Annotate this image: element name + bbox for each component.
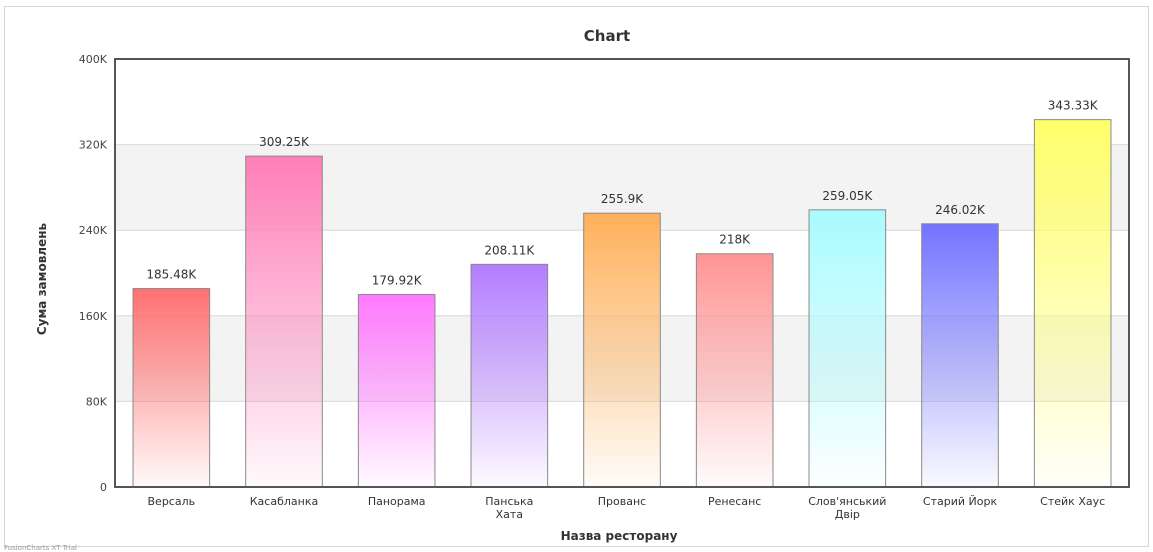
y-tick-label: 160K: [79, 310, 108, 323]
bars: [132, 119, 1112, 488]
y-axis-ticks: 0 80K 160K 240K 320K 400K: [79, 53, 108, 494]
y-axis-label: Сума замовлень: [35, 222, 49, 335]
x-tick-label: Прованс: [598, 495, 646, 508]
x-tick-label: Касабланка: [250, 495, 318, 508]
y-tick-label: 400K: [79, 53, 108, 66]
trial-watermark: FusionCharts XT Trial: [4, 544, 77, 552]
bar[interactable]: [357, 293, 436, 488]
bar[interactable]: [583, 212, 661, 488]
value-label: 343.33K: [1048, 99, 1099, 113]
value-label: 179.92K: [372, 273, 423, 287]
value-labels: 185.48K 309.25K 179.92K 208.11K 255.9K 218K 25…: [146, 99, 1098, 288]
value-label: 259.05K: [822, 189, 873, 203]
value-label: 218K: [719, 233, 751, 247]
plot-border: [114, 58, 1130, 488]
y-tick-label: 320K: [79, 139, 108, 152]
bar[interactable]: [1033, 119, 1112, 488]
bar[interactable]: [695, 253, 774, 488]
y-tick-label: 80K: [86, 395, 108, 408]
value-label: 309.25K: [259, 135, 310, 149]
value-label: 208.11K: [484, 243, 535, 257]
chart-container: 0 80K 160K 240K 320K 400K Версаль Касабланка Па…: [4, 6, 1149, 547]
bar[interactable]: [921, 223, 999, 488]
value-label: 246.02K: [935, 203, 986, 217]
chart-title: Chart: [584, 27, 630, 45]
x-tick-label: Панська Хата: [485, 495, 533, 521]
value-label: 185.48K: [146, 268, 197, 282]
y-tick-label: 0: [100, 481, 107, 494]
x-tick-label: Стейк Хаус: [1040, 495, 1105, 508]
bar[interactable]: [245, 155, 323, 488]
y-tick-label: 240K: [79, 224, 108, 237]
bar-chart: 0 80K 160K 240K 320K 400K Версаль Касабланка Па…: [35, 27, 1130, 543]
x-tick-label: Слов'янський Двір: [808, 495, 886, 521]
x-tick-label: Версаль: [148, 495, 196, 508]
x-tick-label: Ренесанс: [708, 495, 761, 508]
bar[interactable]: [132, 288, 211, 488]
x-axis-category-labels: Версаль Касабланка Панорама Панська Хата Пров…: [148, 495, 1106, 521]
x-axis-label: Назва ресторану: [561, 529, 678, 543]
x-tick-label: Старий Йорк: [923, 495, 998, 508]
bar[interactable]: [470, 263, 549, 488]
x-tick-label: Панорама: [368, 495, 426, 508]
value-label: 255.9K: [601, 192, 644, 206]
bar[interactable]: [808, 209, 887, 488]
